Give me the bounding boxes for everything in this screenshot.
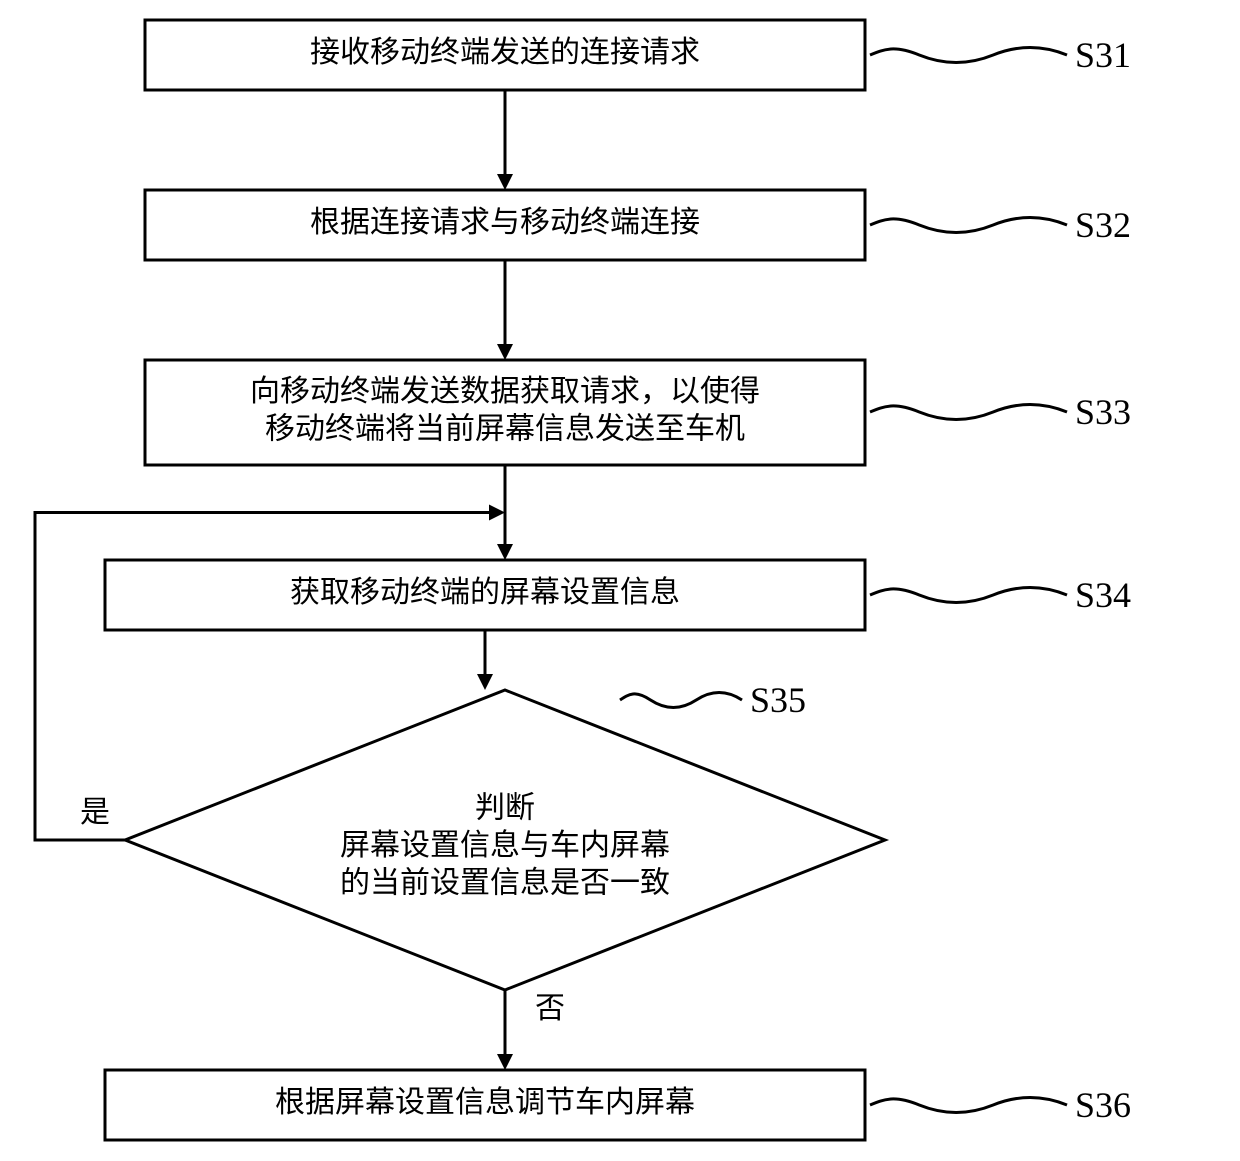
diamond-s35-text: 判断屏幕设置信息与车内屏幕的当前设置信息是否一致: [340, 791, 670, 899]
label-s33: S33: [1075, 392, 1131, 432]
label-s31: S31: [1075, 35, 1131, 75]
box-s34-text: 获取移动终端的屏幕设置信息: [290, 576, 680, 609]
edge-e5_yes-label: 是: [80, 796, 110, 829]
box-s32-text: 根据连接请求与移动终端连接: [310, 206, 700, 239]
box-s36-text: 根据屏幕设置信息调节车内屏幕: [275, 1086, 695, 1119]
label-s34: S34: [1075, 575, 1131, 615]
label-s36: S36: [1075, 1085, 1131, 1125]
label-s32: S32: [1075, 205, 1131, 245]
box-s31-text: 接收移动终端发送的连接请求: [310, 36, 700, 69]
edge-e5_no-label: 否: [535, 992, 565, 1025]
box-s33-text: 向移动终端发送数据获取请求，以使得移动终端将当前屏幕信息发送至车机: [250, 375, 760, 446]
edge-e5_yes: [35, 513, 489, 841]
label-s35: S35: [750, 680, 806, 720]
